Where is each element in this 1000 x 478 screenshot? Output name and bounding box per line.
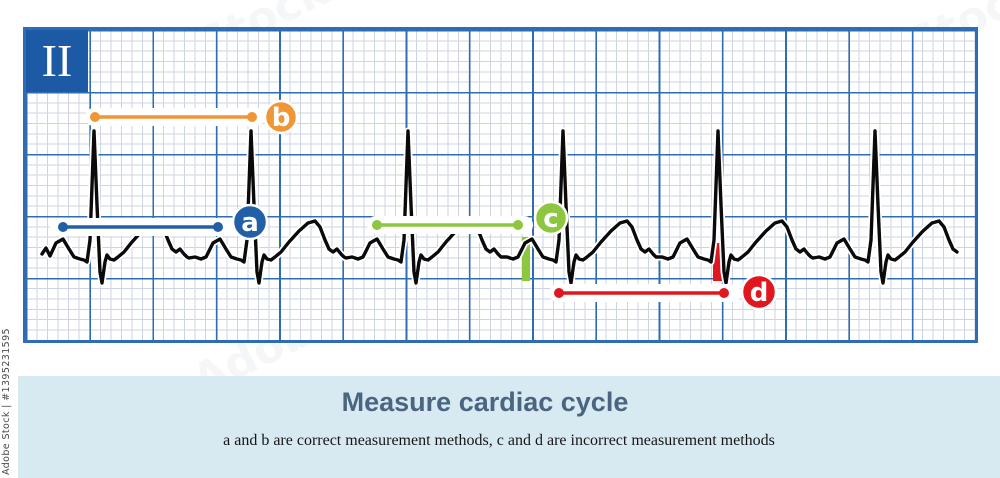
caption-band: Measure cardiac cycle a and b are correc… [18, 376, 1000, 478]
lead-label-box: II [26, 30, 88, 92]
lead-label: II [41, 35, 73, 86]
stock-credit-watermark: Adobe Stock | #1395231595 [1, 327, 12, 475]
figure-subtitle: a and b are correct measurement methods,… [223, 432, 775, 449]
ecg-grid-panel: II [23, 27, 978, 343]
figure-title: Measure cardiac cycle [341, 387, 629, 417]
